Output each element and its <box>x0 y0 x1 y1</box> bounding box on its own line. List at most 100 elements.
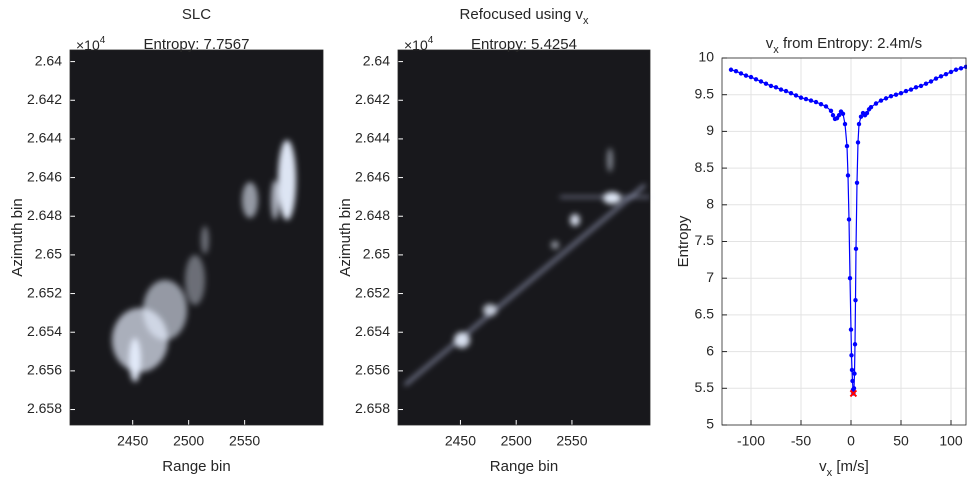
y-tick-label: 5.5 <box>695 379 715 395</box>
entropy-point <box>851 386 857 391</box>
y-tick-label: 9.5 <box>695 85 715 101</box>
entropy-point <box>923 81 929 86</box>
y-tick-label: 6 <box>706 342 714 358</box>
y-tick-label: 2.65 <box>363 246 390 262</box>
y-tick-label: 2.646 <box>355 168 390 184</box>
image-background <box>398 50 650 425</box>
entropy-point <box>853 246 859 252</box>
entropy-point <box>743 73 749 78</box>
entropy-point <box>840 111 846 116</box>
entropy-point <box>828 108 834 114</box>
entropy-point <box>948 69 954 75</box>
x-tick-label: 2450 <box>117 433 148 449</box>
entropy-point <box>845 173 851 178</box>
entropy-point <box>768 83 774 89</box>
entropy-point <box>855 140 861 145</box>
entropy-point <box>898 91 904 96</box>
y-tick-label: 2.644 <box>355 130 390 146</box>
y-tick-label: 9 <box>706 122 714 138</box>
x-tick-label: 2500 <box>173 433 204 449</box>
y-exponent: ×104 <box>76 35 106 53</box>
axes-box <box>721 57 967 426</box>
x-tick-label: 100 <box>939 433 963 449</box>
chart-title: SLC <box>182 6 211 23</box>
entropy-point <box>808 98 814 103</box>
entropy-point <box>849 367 855 373</box>
entropy-point <box>852 342 858 347</box>
y-tick-label: 2.654 <box>355 323 390 339</box>
y-axis-label: Entropy <box>675 215 692 267</box>
image-background <box>70 50 323 425</box>
entropy-point <box>908 87 914 92</box>
entropy-point <box>823 104 829 109</box>
x-tick-label: 2500 <box>501 433 532 449</box>
entropy-point <box>883 96 889 101</box>
entropy-point <box>728 67 734 72</box>
chart-title: vx from Entropy: 2.4m/s <box>766 35 922 56</box>
y-tick-label: 5 <box>706 416 714 432</box>
entropy-point <box>850 378 855 384</box>
y-tick-label: 2.648 <box>355 207 390 223</box>
x-axis-label: Range bin <box>162 458 230 475</box>
y-tick-label: 2.644 <box>27 130 62 146</box>
x-axis-label: Range bin <box>490 458 558 475</box>
entropy-point <box>830 113 836 118</box>
entropy-point <box>849 353 854 358</box>
y-tick-label: 2.64 <box>35 52 62 68</box>
entropy-point <box>846 217 852 222</box>
y-tick-label: 2.642 <box>355 91 390 107</box>
y-exponent-power: 4 <box>428 35 434 46</box>
axes-box <box>397 49 651 426</box>
chart-title-text: v <box>766 35 774 52</box>
entropy-point <box>844 143 850 149</box>
entropy-point <box>753 77 759 82</box>
x-tick-label: 2550 <box>229 433 260 449</box>
image-texture <box>404 148 650 387</box>
y-tick-label: 2.658 <box>355 400 390 416</box>
chart-title-text: SLC <box>182 6 211 23</box>
chart-title-subscript: x <box>773 44 779 56</box>
entropy-point <box>852 371 857 376</box>
y-tick-label: 2.646 <box>27 168 62 184</box>
entropy-point <box>888 93 894 99</box>
entropy-point <box>763 81 769 86</box>
entropy-point <box>853 298 858 303</box>
entropy-point <box>738 71 744 76</box>
entropy-point <box>813 99 819 105</box>
entropy-point <box>878 98 884 103</box>
image-texture <box>112 140 296 382</box>
entropy-point <box>858 114 864 119</box>
x-axis-label: vx [m/s] <box>819 458 869 479</box>
entropy-point <box>798 95 804 100</box>
x-tick-label: -100 <box>737 433 765 449</box>
entropy-point <box>733 69 739 74</box>
chart-subtitle: Entropy: 5.4254 <box>471 36 577 53</box>
entropy-point <box>847 276 853 281</box>
entropy-point <box>938 74 944 79</box>
entropy-point <box>873 101 879 106</box>
x-axis-label-subscript: x <box>827 467 833 479</box>
x-axis-label-text: v <box>819 458 827 475</box>
entropy-point <box>953 67 959 72</box>
chart-title: Refocused using vx <box>460 6 589 27</box>
entropy-point <box>903 88 909 94</box>
entropy-point <box>842 121 848 127</box>
x-axis-label-suffix: [m/s] <box>832 458 869 475</box>
y-exponent: ×104 <box>404 35 434 53</box>
chart-title-subscript: x <box>583 15 589 27</box>
entropy-point <box>864 110 870 116</box>
chart-title-text: Refocused using v <box>460 6 584 23</box>
y-tick-label: 10 <box>698 49 714 65</box>
axes-box <box>69 49 324 426</box>
entropy-point <box>928 79 934 84</box>
y-tick-label: 7 <box>706 269 714 285</box>
entropy-point <box>783 88 789 94</box>
x-axis-label-text: Range bin <box>162 458 230 475</box>
y-tick-label: 2.648 <box>27 207 62 223</box>
y-tick-label: 8 <box>706 196 714 212</box>
entropy-point <box>918 83 924 89</box>
entropy-point <box>748 74 754 80</box>
y-tick-label: 2.654 <box>27 323 62 339</box>
entropy-point <box>773 85 779 90</box>
